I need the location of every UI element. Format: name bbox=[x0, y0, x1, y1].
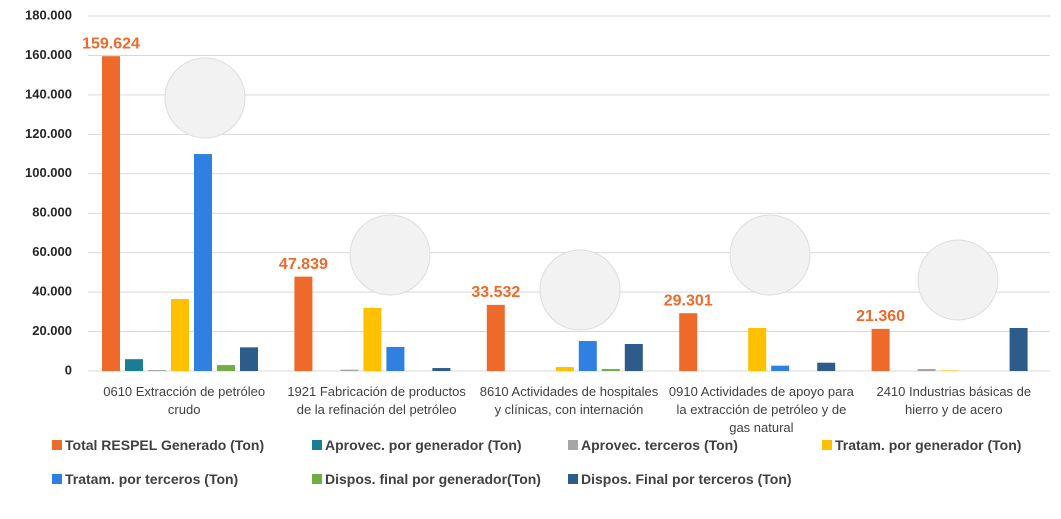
bar bbox=[125, 359, 143, 371]
x-tick-label: 1921 Fabricación de productos de la refi… bbox=[287, 384, 466, 417]
y-tick-label: 20.000 bbox=[32, 323, 72, 338]
icon bbox=[917, 239, 999, 321]
plot: 0 20.000 40.000 60.000 80.000 100.000 120.000 1… bbox=[25, 7, 1050, 377]
bar bbox=[340, 369, 359, 371]
icon bbox=[164, 57, 246, 139]
bar bbox=[917, 369, 936, 371]
y-tick-label: 100.000 bbox=[25, 165, 72, 180]
bar bbox=[817, 362, 836, 371]
value-label: 29.301 bbox=[664, 292, 713, 309]
legend-swatch bbox=[568, 474, 578, 484]
legend-item: Aprovec. terceros (Ton) bbox=[568, 437, 738, 453]
bar bbox=[194, 154, 212, 371]
bar bbox=[601, 369, 620, 371]
value-label: 21.360 bbox=[856, 308, 905, 325]
bar bbox=[1009, 328, 1028, 371]
bar bbox=[171, 299, 189, 371]
icons bbox=[164, 57, 999, 331]
legend-item: Total RESPEL Generado (Ton) bbox=[52, 437, 264, 453]
legend-label: Aprovec. terceros (Ton) bbox=[581, 437, 738, 453]
legend-swatch bbox=[568, 440, 578, 450]
legend-label: Dispos. Final por terceros (Ton) bbox=[581, 471, 792, 487]
y-tick-label: 80.000 bbox=[32, 205, 72, 220]
bar bbox=[432, 368, 451, 371]
y-tick-label: 40.000 bbox=[32, 284, 72, 299]
y-tick-label: 140.000 bbox=[25, 86, 72, 101]
legend-swatch bbox=[52, 474, 62, 484]
legend-label: Dispos. final por generador(Ton) bbox=[325, 471, 541, 487]
bar bbox=[102, 56, 120, 371]
x-tick-label: 0910 Actividades de apoyo para la extrac… bbox=[668, 384, 854, 435]
value-label: 33.532 bbox=[471, 284, 520, 301]
bar bbox=[217, 365, 235, 371]
y-tick-label: 60.000 bbox=[32, 244, 72, 259]
value-label: 47.839 bbox=[279, 256, 328, 273]
y-tick-label: 0 bbox=[65, 362, 72, 377]
bar bbox=[940, 370, 959, 371]
x-tick-label: 2410 Industrias básicas de hierro y de a… bbox=[876, 384, 1032, 417]
bar bbox=[555, 367, 574, 371]
bar bbox=[578, 341, 597, 371]
y-tick-label: 180.000 bbox=[25, 7, 72, 22]
x-tick-label: 8610 Actividades de hospitales y clínica… bbox=[479, 384, 659, 417]
legend-item: Tratam. por terceros (Ton) bbox=[52, 471, 238, 487]
y-tick-label: 160.000 bbox=[25, 47, 72, 62]
icon bbox=[349, 214, 431, 296]
bar bbox=[363, 307, 382, 371]
legend-item: Tratam. por generador (Ton) bbox=[822, 437, 1021, 453]
legend-swatch bbox=[312, 474, 322, 484]
bar bbox=[871, 328, 890, 371]
bar bbox=[624, 343, 643, 371]
value-label: 159.624 bbox=[82, 35, 140, 52]
bar bbox=[748, 328, 767, 371]
legend-label: Tratam. por generador (Ton) bbox=[835, 437, 1022, 453]
legend-swatch bbox=[312, 440, 322, 450]
legend-swatch bbox=[822, 440, 832, 450]
y-tick-label: 120.000 bbox=[25, 126, 72, 141]
bar bbox=[294, 276, 313, 371]
x-tick-label: 0610 Extracción de petróleo crudo bbox=[103, 384, 266, 417]
legend-label: Total RESPEL Generado (Ton) bbox=[65, 437, 265, 453]
bar bbox=[240, 347, 258, 371]
bar bbox=[486, 304, 505, 371]
icon bbox=[539, 249, 621, 331]
legend-label: Tratam. por terceros (Ton) bbox=[65, 471, 239, 487]
legend-label: Aprovec. por generador (Ton) bbox=[325, 437, 522, 453]
legend-swatch bbox=[52, 440, 62, 450]
legend-item: Aprovec. por generador (Ton) bbox=[312, 437, 522, 453]
legend-item: Dispos. final por generador(Ton) bbox=[312, 471, 541, 487]
icon bbox=[729, 214, 811, 296]
bar bbox=[148, 370, 166, 371]
legend-item: Dispos. Final por terceros (Ton) bbox=[568, 471, 792, 487]
bar bbox=[679, 313, 698, 371]
bar bbox=[771, 365, 790, 371]
bar bbox=[386, 346, 405, 371]
